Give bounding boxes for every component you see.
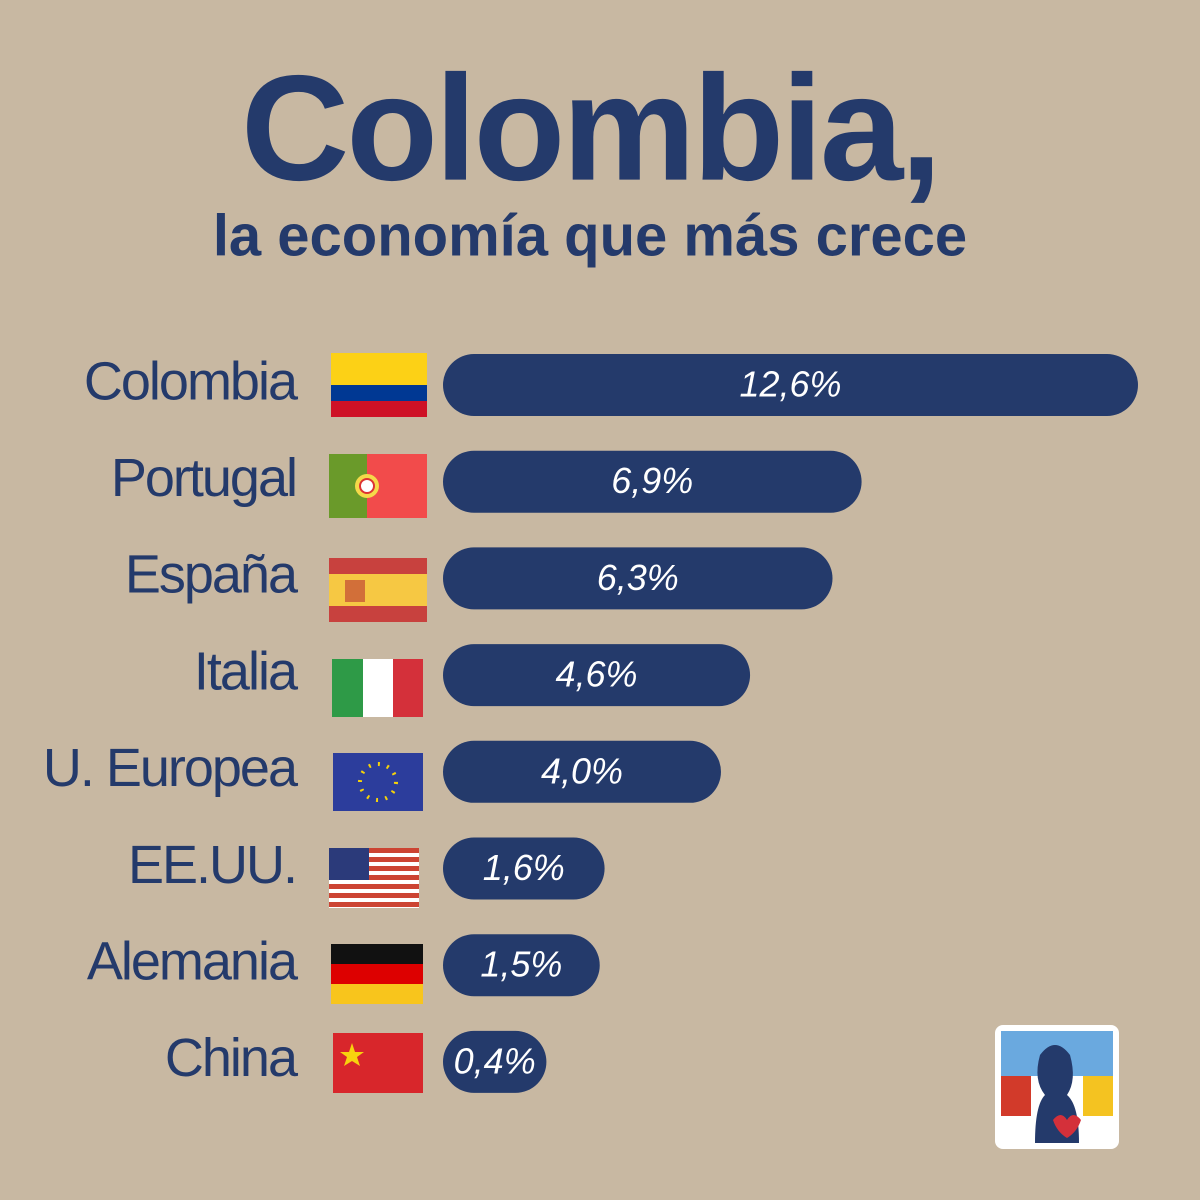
- bar: [443, 644, 751, 707]
- category-label: China: [165, 1028, 299, 1088]
- category-label: Alemania: [87, 931, 299, 991]
- value-label: 1,5%: [480, 944, 562, 985]
- bar: [443, 837, 605, 900]
- bar: [443, 934, 600, 997]
- value-label: 6,9%: [611, 460, 693, 501]
- flag-portugal: [329, 454, 427, 518]
- bar: [443, 1030, 547, 1093]
- category-label: U. Europea: [43, 738, 299, 798]
- value-label: 12,6%: [739, 364, 841, 405]
- value-label: 4,0%: [541, 750, 623, 791]
- flag-china: [333, 1033, 423, 1093]
- category-label: Colombia: [84, 351, 299, 411]
- category-label: Italia: [194, 641, 299, 701]
- value-label: 6,3%: [597, 557, 679, 598]
- flag-germany: [331, 944, 423, 1004]
- bar: [443, 740, 721, 803]
- value-label: 0,4%: [454, 1040, 536, 1081]
- flag-colombia: [331, 353, 427, 417]
- bar: [443, 450, 862, 513]
- flag-spain: [329, 558, 427, 622]
- flag-italy: [332, 659, 423, 717]
- category-label: España: [125, 545, 299, 605]
- logo: [995, 1025, 1119, 1149]
- flags: [329, 353, 427, 1093]
- chart-subtitle: la economía que más crece: [213, 203, 967, 268]
- category-label: EE.UU.: [128, 835, 296, 895]
- chart-title: Colombia,: [241, 44, 939, 212]
- category-label: Portugal: [111, 448, 296, 508]
- value-label: 1,6%: [483, 847, 565, 888]
- flag-usa: [329, 848, 419, 908]
- flag-eu: [333, 753, 423, 811]
- bar: [443, 547, 833, 610]
- bar: [443, 354, 1138, 416]
- value-label: 4,6%: [556, 654, 638, 695]
